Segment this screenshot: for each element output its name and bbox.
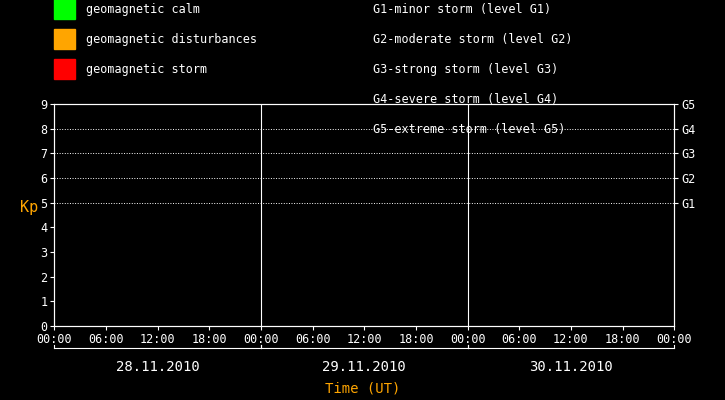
Text: 30.11.2010: 30.11.2010 bbox=[529, 360, 613, 374]
Text: G5-extreme storm (level G5): G5-extreme storm (level G5) bbox=[373, 124, 566, 136]
Text: 28.11.2010: 28.11.2010 bbox=[116, 360, 199, 374]
Y-axis label: Kp: Kp bbox=[20, 200, 38, 215]
Text: geomagnetic calm: geomagnetic calm bbox=[86, 4, 199, 16]
Text: G4-severe storm (level G4): G4-severe storm (level G4) bbox=[373, 94, 559, 106]
Text: Time (UT): Time (UT) bbox=[325, 381, 400, 395]
Text: G3-strong storm (level G3): G3-strong storm (level G3) bbox=[373, 64, 559, 76]
Text: geomagnetic disturbances: geomagnetic disturbances bbox=[86, 34, 257, 46]
Text: geomagnetic storm: geomagnetic storm bbox=[86, 64, 207, 76]
Text: G1-minor storm (level G1): G1-minor storm (level G1) bbox=[373, 4, 552, 16]
Text: G2-moderate storm (level G2): G2-moderate storm (level G2) bbox=[373, 34, 573, 46]
Text: 29.11.2010: 29.11.2010 bbox=[323, 360, 406, 374]
